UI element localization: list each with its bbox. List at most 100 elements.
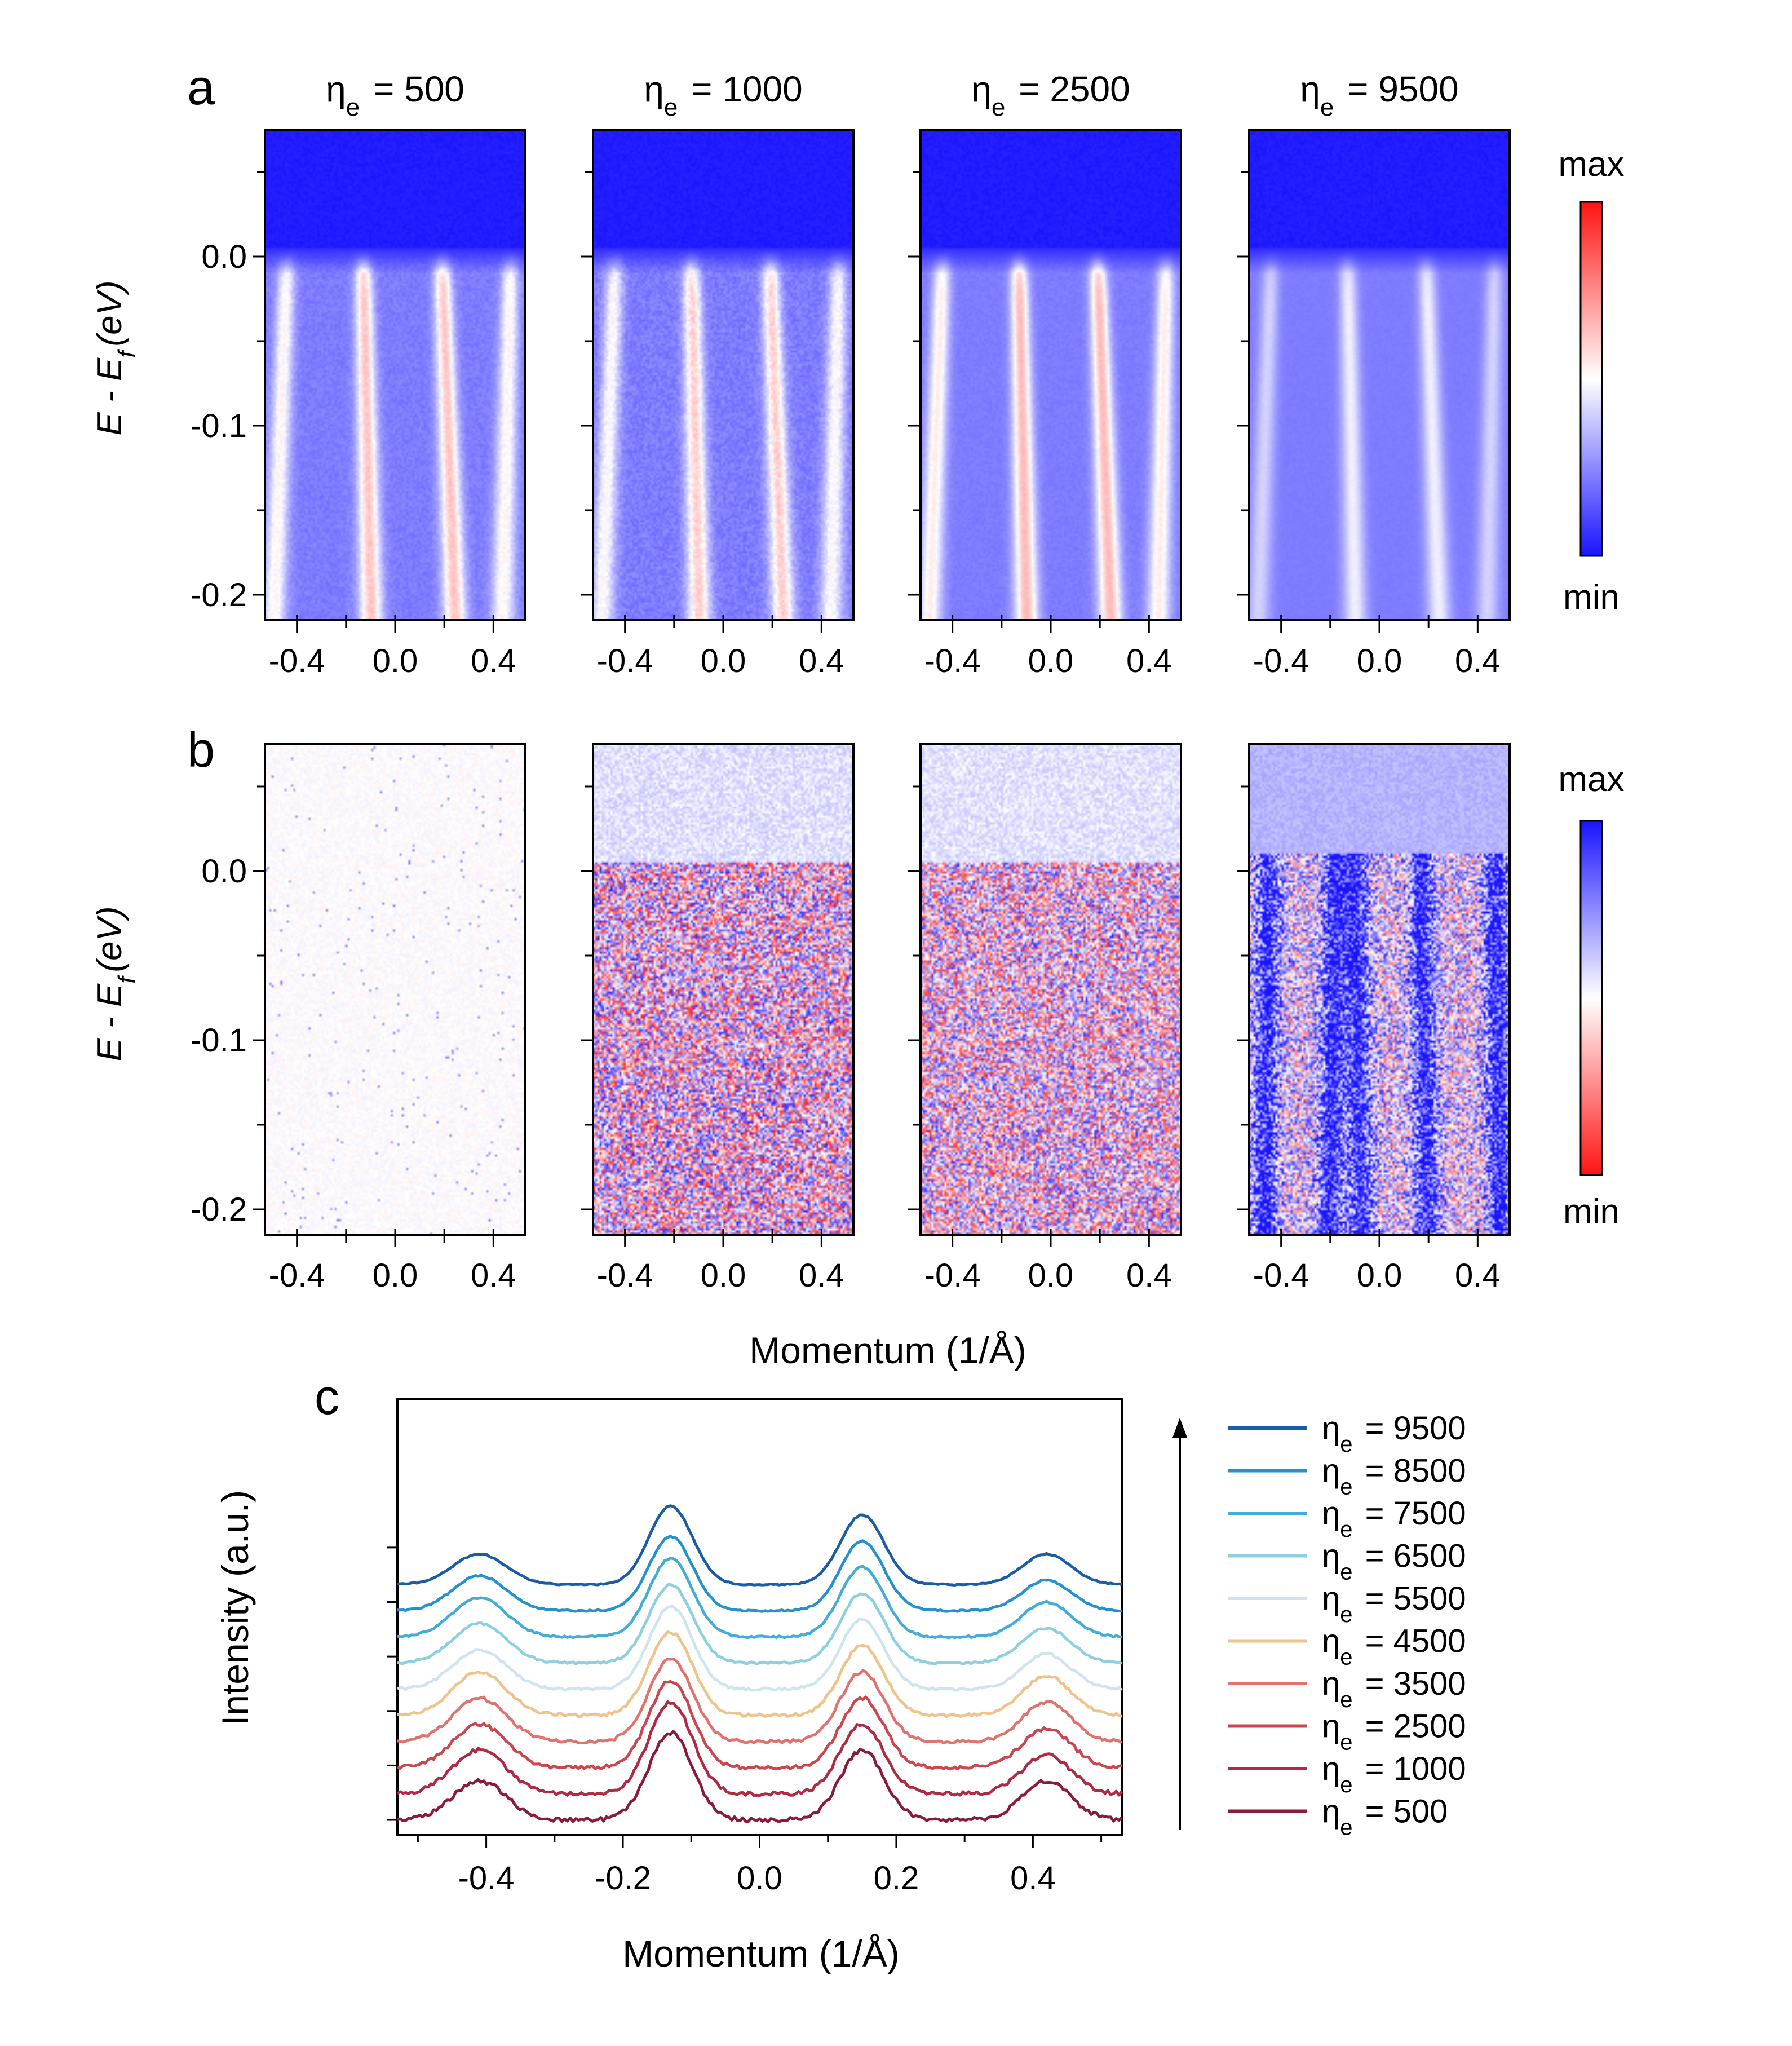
legend-item-6500: ηe = 6500 xyxy=(1228,1538,1466,1585)
legend-label: ηe = 3500 xyxy=(1322,1665,1466,1712)
panel-c: -0.4 -0.2 0.0 0.2 0.4 xyxy=(387,1398,1123,1897)
b-xtick-label: -0.4 xyxy=(1253,1257,1309,1294)
a-xtick-label: 0.0 xyxy=(701,643,746,679)
a-xtick-label: 0.4 xyxy=(1126,643,1172,679)
legend-eta-value: = 500 xyxy=(1356,1793,1448,1830)
a-xtick-label: -0.4 xyxy=(1253,643,1309,679)
legend-eta-value: = 3500 xyxy=(1356,1665,1466,1702)
legend-item-7500: ηe = 7500 xyxy=(1228,1495,1466,1542)
legend-label: ηe = 500 xyxy=(1322,1793,1448,1840)
legend-eta-sub: e xyxy=(1340,1730,1352,1755)
a-subplot-9500: ηe = 9500 -0.4 0.0 0.4 xyxy=(1237,69,1511,679)
panel-a-ylabel: E - Ef (eV) xyxy=(90,280,141,435)
a-heatmap-500 xyxy=(265,130,525,620)
panel-c-xtick-label: 0.0 xyxy=(737,1860,782,1897)
series-line-9500 xyxy=(397,1504,1122,1587)
legend-eta-value: = 8500 xyxy=(1356,1453,1466,1490)
b-subplot-2500: -0.4 0.0 0.4 xyxy=(908,743,1182,1294)
legend-eta-sub: e xyxy=(1340,1773,1352,1797)
legend-item-8500: ηe = 8500 xyxy=(1228,1453,1466,1500)
panel-c-xtick-label: -0.2 xyxy=(595,1860,651,1897)
legend-eta-symbol: η xyxy=(1322,1453,1340,1490)
legend-eta-symbol: η xyxy=(1322,1623,1340,1660)
arrow-head xyxy=(1172,1418,1187,1438)
legend-eta-value: = 2500 xyxy=(1356,1708,1466,1745)
legend-item-500: ηe = 500 xyxy=(1228,1793,1448,1840)
legend-eta-sub: e xyxy=(1340,1645,1352,1670)
panel-label-a: a xyxy=(187,59,215,115)
legend-item-3500: ηe = 3500 xyxy=(1228,1665,1466,1712)
colorbar-a-min: min xyxy=(1563,578,1620,617)
b-xtick-label: 0.4 xyxy=(799,1257,844,1294)
a-xtick-label: -0.4 xyxy=(924,643,981,679)
ylabel-a-unit: (eV) xyxy=(90,280,129,346)
legend-label: ηe = 2500 xyxy=(1322,1708,1466,1755)
legend-eta-symbol: η xyxy=(1322,1580,1340,1617)
legend-eta-value: = 6500 xyxy=(1356,1538,1466,1575)
title-eta-sub: e xyxy=(346,94,360,121)
legend-item-2500: ηe = 2500 xyxy=(1228,1708,1466,1755)
a-xtick-label: -0.4 xyxy=(269,643,325,679)
colorbar-b-max: max xyxy=(1558,760,1624,799)
panel-label-c: c xyxy=(315,1369,339,1425)
a-xtick-label: 0.4 xyxy=(799,643,844,679)
title-eta-value: = 9500 xyxy=(1337,69,1458,109)
title-eta-1000: ηe = 1000 xyxy=(644,69,802,121)
b-ytick-label: -0.1 xyxy=(191,1022,247,1059)
legend-eta-sub: e xyxy=(1340,1475,1352,1500)
b-subplot-500: -0.4 0.0 0.4 0.0 -0.1 -0.2 xyxy=(191,743,526,1294)
legend-eta-symbol: η xyxy=(1322,1538,1340,1575)
b-subplot-9500: -0.4 0.0 0.4 xyxy=(1237,743,1511,1294)
panel-c-xlabel: Momentum (1/Å) xyxy=(622,1933,899,1974)
series-line-2500 xyxy=(397,1680,1122,1771)
colorbar-b-min: min xyxy=(1563,1192,1620,1231)
panel-label-b: b xyxy=(187,722,215,777)
colorbar-a-max: max xyxy=(1558,145,1624,184)
b-xtick-label: 0.0 xyxy=(701,1257,746,1294)
b-ytick-label: -0.2 xyxy=(191,1191,247,1228)
title-eta-symbol: η xyxy=(1300,69,1320,109)
b-xtick-label: -0.4 xyxy=(269,1257,325,1294)
legend-eta-value: = 5500 xyxy=(1356,1580,1466,1617)
panel-b: -0.4 0.0 0.4 0.0 -0.1 -0.2 -0.4 0.0 0.4 -0.4 0.0 0.… xyxy=(191,743,1511,1294)
title-eta-sub: e xyxy=(1320,94,1334,121)
a-xtick-label: 0.4 xyxy=(1455,643,1501,679)
ylabel-b-unit: (eV) xyxy=(90,906,129,972)
a-heatmap-1000 xyxy=(593,130,853,620)
legend-item-4500: ηe = 4500 xyxy=(1228,1623,1466,1670)
panel-c-xtick-label: -0.4 xyxy=(458,1860,515,1897)
legend-eta-sub: e xyxy=(1340,1815,1352,1840)
title-eta-sub: e xyxy=(664,94,678,121)
legend-eta-sub: e xyxy=(1340,1687,1352,1712)
legend-eta-value: = 1000 xyxy=(1356,1751,1466,1787)
legend-eta-sub: e xyxy=(1340,1517,1352,1542)
a-ytick-label: 0.0 xyxy=(201,238,247,275)
legend-eta-symbol: η xyxy=(1322,1495,1340,1532)
a-subplot-1000: ηe = 1000 -0.4 0.0 0.4 xyxy=(581,69,855,679)
legend-label: ηe = 1000 xyxy=(1322,1751,1466,1797)
title-eta-symbol: η xyxy=(326,69,346,109)
panel-c-ylabel: Intensity (a.u.) xyxy=(214,1490,256,1726)
legend-item-1000: ηe = 1000 xyxy=(1228,1751,1466,1797)
legend-eta-sub: e xyxy=(1340,1560,1352,1585)
a-xtick-label: 0.0 xyxy=(1028,643,1074,679)
b-heatmap-1000 xyxy=(593,744,853,1235)
b-heatmap-2500 xyxy=(921,744,1181,1235)
a-subplot-2500: ηe = 2500 -0.4 0.0 0.4 xyxy=(908,69,1182,679)
b-heatmap-500 xyxy=(265,744,525,1235)
panel-c-arrow xyxy=(1172,1418,1187,1830)
colorbar-b: max min xyxy=(1558,760,1624,1231)
colorbar-b-bar xyxy=(1579,820,1603,1176)
series-line-1000 xyxy=(396,1700,1123,1797)
a-xtick-label: 0.4 xyxy=(471,643,516,679)
title-eta-value: = 500 xyxy=(363,69,464,109)
a-xtick-label: 0.0 xyxy=(373,643,418,679)
title-eta-symbol: η xyxy=(971,69,992,109)
legend-label: ηe = 9500 xyxy=(1322,1410,1466,1457)
ylabel-a-main: E - E xyxy=(90,357,129,435)
series-line-4500 xyxy=(397,1630,1122,1718)
a-heatmap-2500 xyxy=(921,130,1181,620)
a-subplot-500: ηe = 500 -0.4 0.0 0.4 0.0 -0.1 -0.2 xyxy=(191,69,526,679)
